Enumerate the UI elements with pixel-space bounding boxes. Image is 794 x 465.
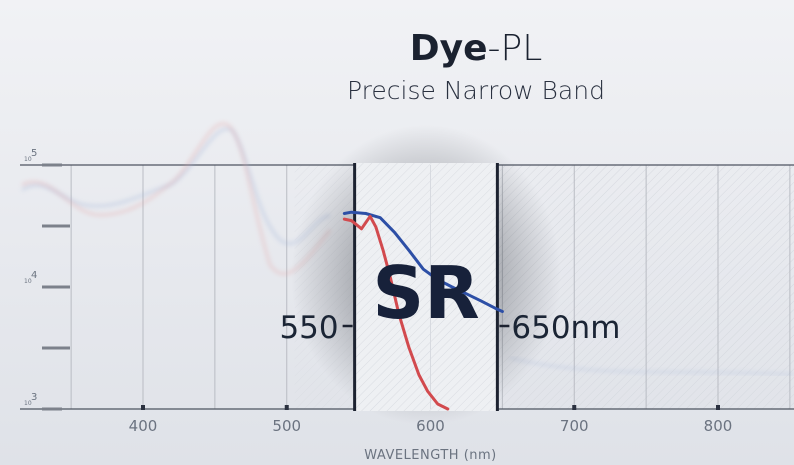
title-brand-rest: -PL	[488, 28, 543, 69]
series-layer	[342, 210, 504, 411]
x-tick-label: 800	[704, 417, 733, 435]
band-window	[291, 125, 561, 425]
x-tick-label: 500	[272, 417, 301, 435]
x-tick-mark	[284, 405, 289, 410]
ghost-curve-blue	[21, 127, 331, 246]
ghost-curves	[21, 122, 794, 375]
band-label: SR	[372, 251, 479, 335]
x-tick-mark	[141, 405, 145, 410]
y-tick-label-base: 10	[24, 278, 32, 285]
y-tick-label-exponent: 4	[31, 270, 37, 281]
title-brand-bold: Dye	[410, 28, 488, 69]
ghost-curve-red	[21, 122, 332, 276]
y-tick-label-base: 10	[24, 400, 32, 407]
x-axis-title: WAVELENGTH (nm)	[364, 448, 497, 463]
y-tick-label-base: 10	[24, 156, 32, 163]
x-tick-mark	[716, 405, 720, 410]
upper-bound-label: 650nm	[511, 310, 620, 346]
y-tick-label-exponent: 5	[31, 148, 37, 159]
chart-title: Dye-PL	[410, 28, 543, 69]
series-line-2	[342, 214, 450, 411]
ghost-curve-tail	[509, 357, 794, 375]
x-tick-label: 400	[129, 417, 158, 435]
y-tick-label-exponent: 3	[31, 392, 37, 403]
lower-bound-label: 550	[279, 310, 338, 346]
chart-subtitle: Precise Narrow Band	[347, 76, 605, 105]
band-card-texture	[354, 163, 498, 411]
x-tick-mark	[572, 405, 577, 410]
x-tick-label: 600	[416, 417, 445, 435]
series-line-1	[342, 210, 504, 313]
x-tick-label: 700	[560, 417, 589, 435]
